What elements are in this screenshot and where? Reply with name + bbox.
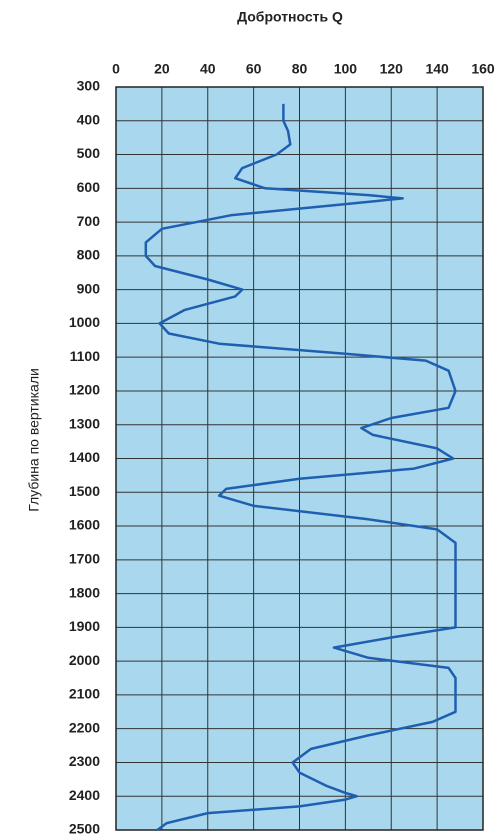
x-tick-label: 80 bbox=[292, 61, 308, 77]
x-tick-label: 60 bbox=[246, 61, 262, 77]
y-tick-label: 1200 bbox=[69, 382, 100, 398]
y-tick-label: 900 bbox=[77, 280, 101, 296]
y-tick-label: 1300 bbox=[69, 415, 100, 431]
y-tick-label: 1100 bbox=[70, 348, 101, 364]
y-tick-label: 2300 bbox=[69, 753, 100, 769]
y-tick-label: 1900 bbox=[69, 618, 100, 634]
y-tick-label: 1600 bbox=[69, 517, 100, 533]
chart-title: Добротность Q bbox=[237, 9, 343, 25]
y-tick-label: 1500 bbox=[69, 483, 100, 499]
x-tick-label: 120 bbox=[380, 61, 404, 77]
x-tick-label: 140 bbox=[425, 61, 449, 77]
x-tick-label: 40 bbox=[200, 61, 216, 77]
x-tick-label: 20 bbox=[154, 61, 170, 77]
y-tick-label: 1000 bbox=[69, 314, 100, 330]
y-tick-label: 600 bbox=[77, 179, 101, 195]
x-tick-label: 160 bbox=[471, 61, 495, 77]
y-tick-label: 2500 bbox=[69, 821, 100, 837]
y-tick-label: 2100 bbox=[69, 686, 100, 702]
plot-frame bbox=[115, 86, 484, 831]
y-tick-label: 2200 bbox=[69, 719, 100, 735]
y-tick-label: 500 bbox=[77, 145, 101, 161]
y-tick-label: 1400 bbox=[69, 449, 100, 465]
y-tick-label: 2400 bbox=[69, 787, 100, 803]
y-tick-label: 800 bbox=[77, 247, 101, 263]
y-tick-label: 1800 bbox=[69, 584, 100, 600]
data-line bbox=[144, 103, 457, 832]
x-tick-label: 0 bbox=[112, 61, 120, 77]
y-tick-label: 400 bbox=[77, 111, 101, 127]
y-tick-label: 300 bbox=[77, 78, 101, 94]
x-tick-label: 100 bbox=[334, 61, 358, 77]
y-axis-label: Глубина по вертикали bbox=[26, 368, 42, 512]
y-tick-label: 700 bbox=[77, 213, 101, 229]
y-tick-label: 1700 bbox=[69, 551, 100, 567]
y-tick-label: 2000 bbox=[69, 652, 100, 668]
